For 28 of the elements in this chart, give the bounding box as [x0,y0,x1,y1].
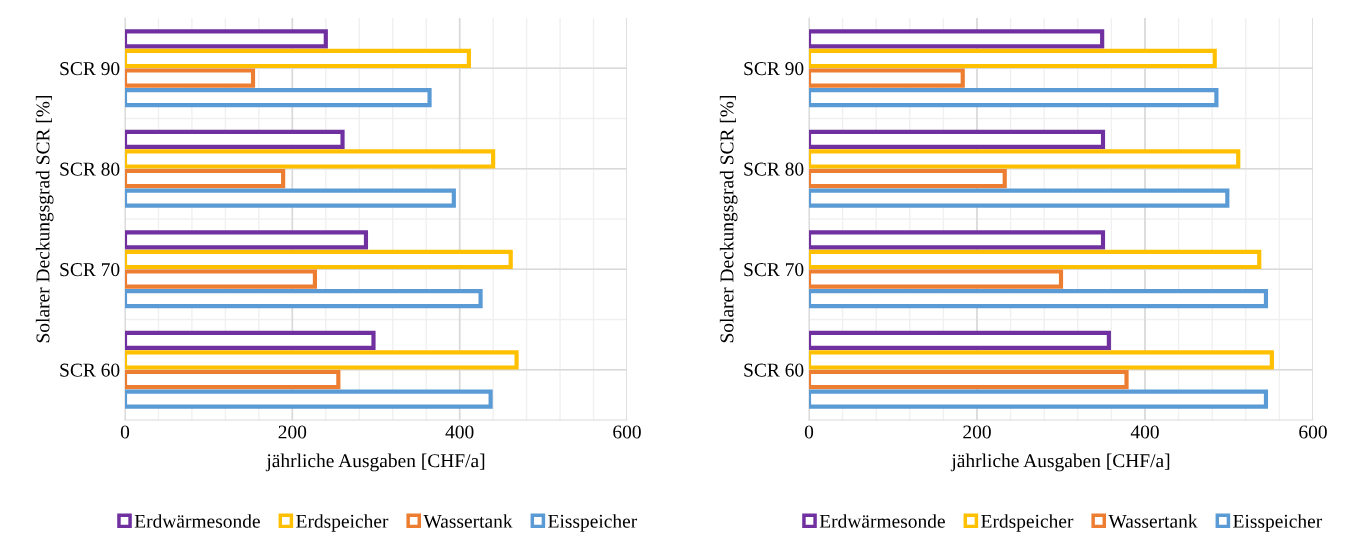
legend-label: Erdwärmesonde [134,514,260,528]
y-axis-title: Solarer Deckungsgrad SCR [%] [35,95,54,343]
legend-label: Erdspeicher [981,514,1074,532]
x-tick-label: 200 [278,425,307,439]
x-axis-title: jährliche Ausgaben [CHF/a] [950,453,1170,472]
y-tick-label: SCR 90 [60,62,120,76]
legend-label: Wassertank [1108,514,1198,528]
y-tick-label: SCR 80 [744,162,804,176]
y-tick-label: SCR 80 [60,162,120,176]
x-tick-label: 0 [120,425,130,439]
x-tick-label: 600 [1299,425,1327,439]
x-tick-label: 0 [804,425,814,439]
y-tick-label: SCR 60 [744,363,804,377]
y-tick-label: SCR 70 [60,263,120,277]
y-tick-label: SCR 60 [60,363,120,377]
y-tick-label: SCR 90 [744,62,804,76]
legend-label: Erdspeicher [296,514,389,532]
legend-label: Eisspeicher [1233,514,1323,532]
x-tick-label: 200 [963,425,991,439]
y-tick-label: SCR 70 [744,263,804,277]
x-tick-label: 400 [445,425,474,439]
x-tick-label: 600 [613,425,641,439]
legend-label: Eisspeicher [548,514,638,532]
legend-label: Wassertank [423,514,513,528]
legend-label: Erdwärmesonde [819,514,945,528]
x-axis-title: jährliche Ausgaben [CHF/a] [265,453,485,472]
x-tick-label: 400 [1130,425,1159,439]
y-axis-title: Solarer Deckungsgrad SCR [%] [719,95,738,343]
